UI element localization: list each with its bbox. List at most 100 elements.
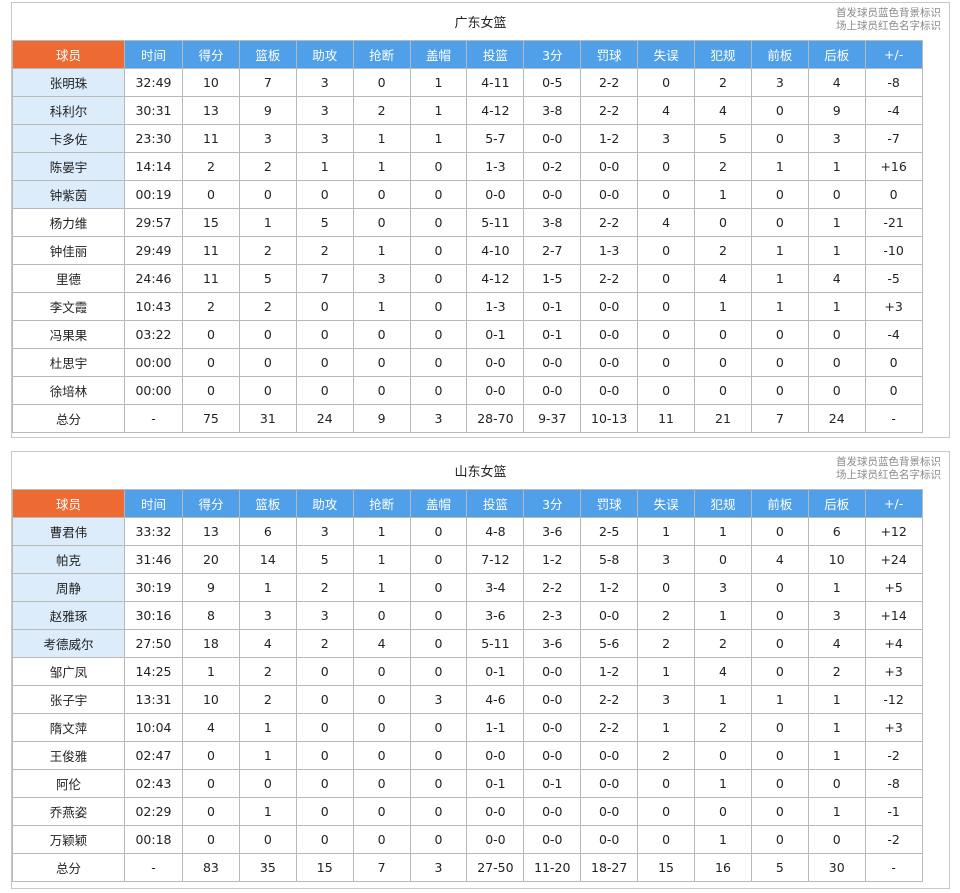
stat-cell: 0-0 xyxy=(523,825,582,854)
player-name[interactable]: 王俊雅 xyxy=(12,741,125,770)
player-row: 万颖颖 00:18 0 0 0 0 0 0-0 0-0 0-0 0 1 0 0 -2 xyxy=(12,825,923,854)
player-name[interactable]: 李文霞 xyxy=(12,292,125,321)
stat-cell: 1 xyxy=(238,573,297,602)
totals-row: 总分 -75 31 24 9 3 28-70 9-37 10-13 11 21 7 24- xyxy=(12,404,923,433)
stat-cell: 0 xyxy=(238,769,297,798)
stat-cell: 2 xyxy=(295,573,354,602)
stat-cell: 32:49 xyxy=(124,68,183,97)
panel-header: 广东女篮 首发球员蓝色背景标识 场上球员红色名字标识 xyxy=(12,3,949,40)
column-header: 罚球 xyxy=(580,40,639,69)
player-name[interactable]: 钟佳丽 xyxy=(12,236,125,265)
stat-cell: 0 xyxy=(637,180,696,209)
player-name[interactable]: 周静 xyxy=(12,573,125,602)
stat-cell: 0 xyxy=(238,376,297,405)
player-name[interactable]: 杜思宇 xyxy=(12,348,125,377)
stat-cell: 0 xyxy=(352,68,411,97)
player-name[interactable]: 冯果果 xyxy=(12,320,125,349)
player-name[interactable]: 帕克 xyxy=(12,545,125,574)
stat-cell: 0 xyxy=(295,685,354,714)
player-name[interactable]: 杨力维 xyxy=(12,208,125,237)
player-row: 钟紫茵 00:19 0 0 0 0 0 0-0 0-0 0-0 0 1 0 0 0 xyxy=(12,180,923,209)
player-name[interactable]: 科利尔 xyxy=(12,96,125,125)
stat-cell: 10 xyxy=(807,545,866,574)
stat-cell: 0 xyxy=(694,348,752,377)
stat-cell: 1 xyxy=(409,124,468,153)
stat-cell: 2 xyxy=(637,601,696,630)
stat-cell: 1-3 xyxy=(580,236,639,265)
stat-cell: 0 xyxy=(694,320,752,349)
stat-cell: 0 xyxy=(750,657,809,686)
column-header: 时间 xyxy=(124,489,183,518)
player-name[interactable]: 陈晏宇 xyxy=(12,152,125,181)
stat-cell: 03:22 xyxy=(124,320,183,349)
player-name[interactable]: 曹君伟 xyxy=(12,517,125,546)
stat-cell: 2-3 xyxy=(523,601,582,630)
stat-cell: 2 xyxy=(238,236,297,265)
player-name[interactable]: 张子宇 xyxy=(12,685,125,714)
player-row: 科利尔 30:31 13 9 3 2 1 4-12 3-8 2-2 4 4 0 9 -4 xyxy=(12,96,923,125)
totals-label: 总分 xyxy=(12,853,125,882)
stat-cell: 0 xyxy=(352,685,411,714)
stat-cell: 10 xyxy=(182,68,240,97)
stat-cell: 0 xyxy=(238,320,297,349)
player-name[interactable]: 张明珠 xyxy=(12,68,125,97)
stat-cell: 2 xyxy=(694,713,752,742)
player-name[interactable]: 钟紫茵 xyxy=(12,180,125,209)
player-name[interactable]: 卡多佐 xyxy=(12,124,125,153)
stat-cell: 0 xyxy=(352,320,411,349)
player-name[interactable]: 赵雅琢 xyxy=(12,601,125,630)
stat-cell: 0 xyxy=(409,825,468,854)
player-name[interactable]: 考德威尔 xyxy=(12,629,125,658)
stat-cell: 1 xyxy=(750,152,809,181)
stat-cell: 00:19 xyxy=(124,180,183,209)
player-name[interactable]: 万颖颖 xyxy=(12,825,125,854)
stat-cell: 1 xyxy=(637,517,696,546)
stat-cell: 2-2 xyxy=(580,264,639,293)
stat-cell: 0 xyxy=(750,348,809,377)
player-name[interactable]: 邹广凤 xyxy=(12,657,125,686)
stat-cell: 0 xyxy=(694,376,752,405)
stat-cell: 0 xyxy=(694,741,752,770)
stat-cell: -12 xyxy=(864,685,923,714)
stat-cell: 1 xyxy=(694,601,752,630)
total-cell: 7 xyxy=(750,404,809,433)
stat-cell: 2 xyxy=(238,657,297,686)
box-score-table: 球员 时间 得分 篮板 助攻 抢断 盖帽 投篮 3分 罚球 失误 犯规 前板 后板 +/- 张明珠 32:49… xyxy=(12,40,923,433)
player-name[interactable]: 隋文萍 xyxy=(12,713,125,742)
stat-cell: 20 xyxy=(182,545,240,574)
player-row: 徐培林 00:00 0 0 0 0 0 0-0 0-0 0-0 0 0 0 0 0 xyxy=(12,376,923,405)
column-header: 球员 xyxy=(12,489,125,518)
stat-cell: 5 xyxy=(295,208,354,237)
stat-cell: 0 xyxy=(182,320,240,349)
stat-cell: 3-8 xyxy=(523,96,582,125)
stat-cell: 1 xyxy=(352,236,411,265)
stat-cell: 2 xyxy=(352,96,411,125)
stat-cell: 2 xyxy=(694,629,752,658)
column-header: 助攻 xyxy=(295,489,354,518)
total-cell: 11 xyxy=(637,404,696,433)
stat-cell: 3 xyxy=(295,601,354,630)
stat-cell: 0 xyxy=(295,320,354,349)
player-name[interactable]: 阿伦 xyxy=(12,769,125,798)
stat-cell: 0-0 xyxy=(580,292,639,321)
stat-cell: 0 xyxy=(637,292,696,321)
player-name[interactable]: 里德 xyxy=(12,264,125,293)
stat-cell: -5 xyxy=(864,264,923,293)
stat-cell: 0-0 xyxy=(466,825,525,854)
stat-cell: 0 xyxy=(352,348,411,377)
player-name[interactable]: 徐培林 xyxy=(12,376,125,405)
box-score-table: 球员 时间 得分 篮板 助攻 抢断 盖帽 投篮 3分 罚球 失误 犯规 前板 后板 +/- 曹君伟 33:32… xyxy=(12,489,923,882)
stat-cell: 3-6 xyxy=(466,601,525,630)
stat-cell: 0-0 xyxy=(523,180,582,209)
stat-cell: 0 xyxy=(182,180,240,209)
stat-cell: 1 xyxy=(807,797,866,826)
stat-cell: 0-0 xyxy=(523,657,582,686)
totals-row: 总分 -83 35 15 7 3 27-50 11-20 18-27 15 16 5 30- xyxy=(12,853,923,882)
player-row: 帕克 31:46 20 14 5 1 0 7-12 1-2 5-8 3 0 4 10 +24 xyxy=(12,545,923,574)
stat-cell: 0 xyxy=(637,573,696,602)
total-cell: 28-70 xyxy=(466,404,525,433)
total-cell: 15 xyxy=(637,853,696,882)
stat-cell: 3 xyxy=(807,124,866,153)
total-cell: - xyxy=(124,404,183,433)
player-name[interactable]: 乔燕姿 xyxy=(12,797,125,826)
